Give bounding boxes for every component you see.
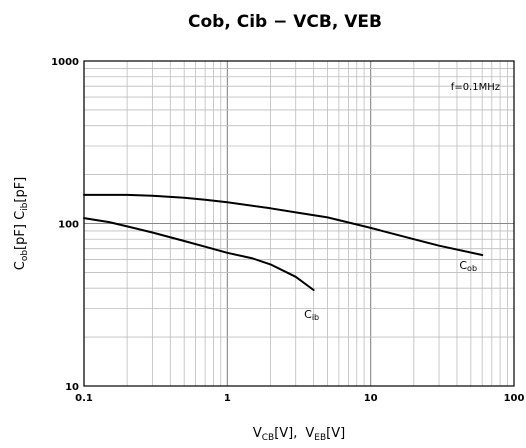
y-label-sub-a: ob	[20, 250, 30, 262]
y-tick-labels: 10 100 1000	[51, 57, 79, 393]
x-label-sub-b: EB	[314, 433, 326, 443]
x-label-unit-a: [V],	[274, 426, 297, 441]
x-tick-label: 0.1	[75, 393, 93, 404]
series-label-cob: Cob	[459, 259, 477, 273]
y-label-sub-b: ib	[20, 202, 30, 211]
y-label-unit-b: [pF]	[13, 177, 28, 203]
series-label-sub: ib	[312, 313, 319, 322]
plot-frame	[83, 60, 515, 387]
x-tick-label: 10	[364, 393, 378, 404]
x-label-var-a: V	[253, 426, 262, 441]
x-tick-label: 100	[504, 393, 525, 404]
x-tick-labels: 0.1 1 10 100	[75, 393, 524, 404]
series-line-cob	[83, 193, 484, 256]
series-label-cib: Cib	[304, 308, 319, 322]
x-label-unit-b: [V]	[326, 426, 345, 441]
series-label-main: C	[459, 259, 467, 272]
y-tick-label: 1000	[51, 57, 79, 68]
chart-title: Cob, Cib − VCB, VEB	[188, 12, 382, 32]
x-tick-label: 1	[224, 393, 231, 404]
frequency-annotation: f=0.1MHz	[451, 82, 500, 93]
x-label-var-b: V	[305, 426, 314, 441]
y-axis-label: Cob[pF] Cib[pF]	[13, 177, 30, 271]
x-label-sub-a: CB	[262, 433, 274, 443]
y-label-unit-a: [pF]	[13, 220, 28, 250]
x-axis-label: VCB[V], VEB[V]	[253, 426, 345, 443]
y-label-var-a: C	[13, 261, 28, 270]
y-tick-label: 10	[65, 382, 79, 393]
series-line-cib	[83, 217, 315, 291]
series-label-main: C	[304, 308, 312, 321]
grid	[83, 61, 514, 387]
series-label-sub: ob	[467, 264, 477, 273]
y-tick-label: 100	[58, 220, 79, 231]
y-label-var-b: C	[13, 211, 28, 220]
